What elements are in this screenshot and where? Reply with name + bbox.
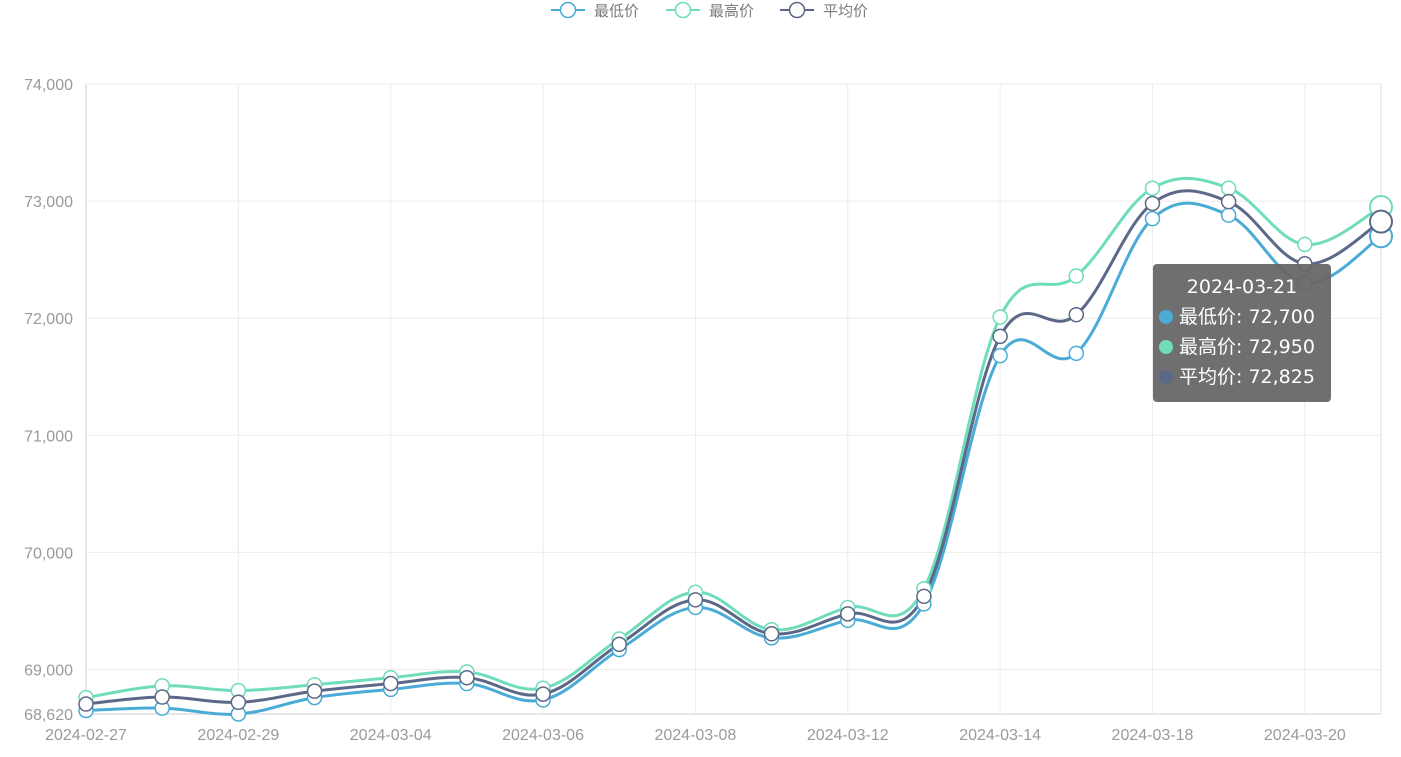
data-point-low-price[interactable] [992,347,1008,364]
x-tick-label: 2024-03-12 [807,727,889,744]
y-tick-label: 74,000 [24,77,73,94]
tooltip-row-avg-text: 平均价: 72,825 [1179,366,1315,388]
data-point-avg-price[interactable] [687,592,704,608]
data-point-avg-price[interactable] [611,636,627,653]
data-point-avg-price[interactable] [535,686,551,702]
x-tick-label: 2024-03-06 [502,727,584,744]
x-tick-label: 2024-02-27 [45,727,127,744]
legend-marker-high-price[interactable] [674,1,692,19]
data-point-avg-price[interactable] [230,694,247,711]
data-point-low-price[interactable] [1068,345,1085,362]
y-tick-label: 72,000 [24,311,73,328]
x-tick-label: 2024-03-08 [654,727,736,744]
tooltip-row-avg: 平均价: 72,825 [1153,362,1331,392]
data-point-high-price[interactable] [1220,180,1237,196]
legend-label-avg-price[interactable]: 平均价 [823,2,868,20]
data-point-high-price[interactable] [992,309,1008,325]
data-point-low-price[interactable] [1144,210,1161,227]
tooltip-row-low-text: 最低价: 72,700 [1179,306,1315,328]
data-point-avg-price[interactable] [763,626,780,642]
data-point-avg-price[interactable] [1220,193,1237,210]
data-point-high-price[interactable] [1297,236,1313,253]
data-point-avg-price[interactable] [1068,306,1085,323]
data-point-avg-price[interactable] [840,606,856,622]
tooltip-dot-icon [1159,310,1173,324]
legend-marker-low-price[interactable] [559,1,577,19]
tooltip-title: 2024-03-21 [1186,276,1298,298]
x-tick-label: 2024-03-20 [1264,727,1346,744]
data-point-high-price[interactable] [1068,268,1085,284]
chart-tooltip: 2024-03-21 最低价: 72,700 最高价: 72,950 平均价: … [1153,264,1331,402]
tooltip-dot-icon [1159,340,1173,354]
tooltip-dot-icon [1159,370,1173,384]
x-tick-label: 2024-03-18 [1112,727,1194,744]
legend: 最低价 最高价 平均价 [551,1,868,20]
data-point-avg-price[interactable] [78,696,94,712]
data-point-avg-price[interactable] [1369,209,1393,234]
y-tick-label: 70,000 [24,545,73,562]
y-tick-label: 73,000 [24,194,73,211]
data-point-low-price[interactable] [1220,207,1237,223]
data-point-avg-price[interactable] [916,588,932,605]
data-point-high-price[interactable] [1144,180,1161,196]
legend-label-low-price[interactable]: 最低价 [594,2,639,20]
x-tick-label: 2024-03-04 [350,727,432,744]
point-layer [78,180,1393,722]
legend-marker-avg-price[interactable] [788,1,806,19]
data-point-avg-price[interactable] [154,689,170,705]
y-tick-label: 69,000 [24,663,73,680]
data-point-avg-price[interactable] [382,675,399,692]
data-point-avg-price[interactable] [306,683,323,699]
data-point-avg-price[interactable] [459,669,475,686]
tooltip-row-low: 最低价: 72,700 [1153,302,1331,332]
x-tick-label: 2024-03-14 [959,727,1041,744]
y-tick-label: 71,000 [24,428,73,445]
data-point-avg-price[interactable] [992,328,1008,345]
series-layer [85,176,1382,716]
legend-label-high-price[interactable]: 最高价 [709,2,754,20]
data-point-avg-price[interactable] [1144,195,1161,212]
tooltip-row-high: 最高价: 72,950 [1153,332,1331,362]
y-tick-label: 68,620 [24,707,73,724]
x-tick-label: 2024-02-29 [197,727,279,744]
tooltip-row-high-text: 最高价: 72,950 [1179,336,1315,358]
axis-layer: 68,620 69,000 70,000 71,000 72,000 73,000 74,0… [24,77,1381,744]
